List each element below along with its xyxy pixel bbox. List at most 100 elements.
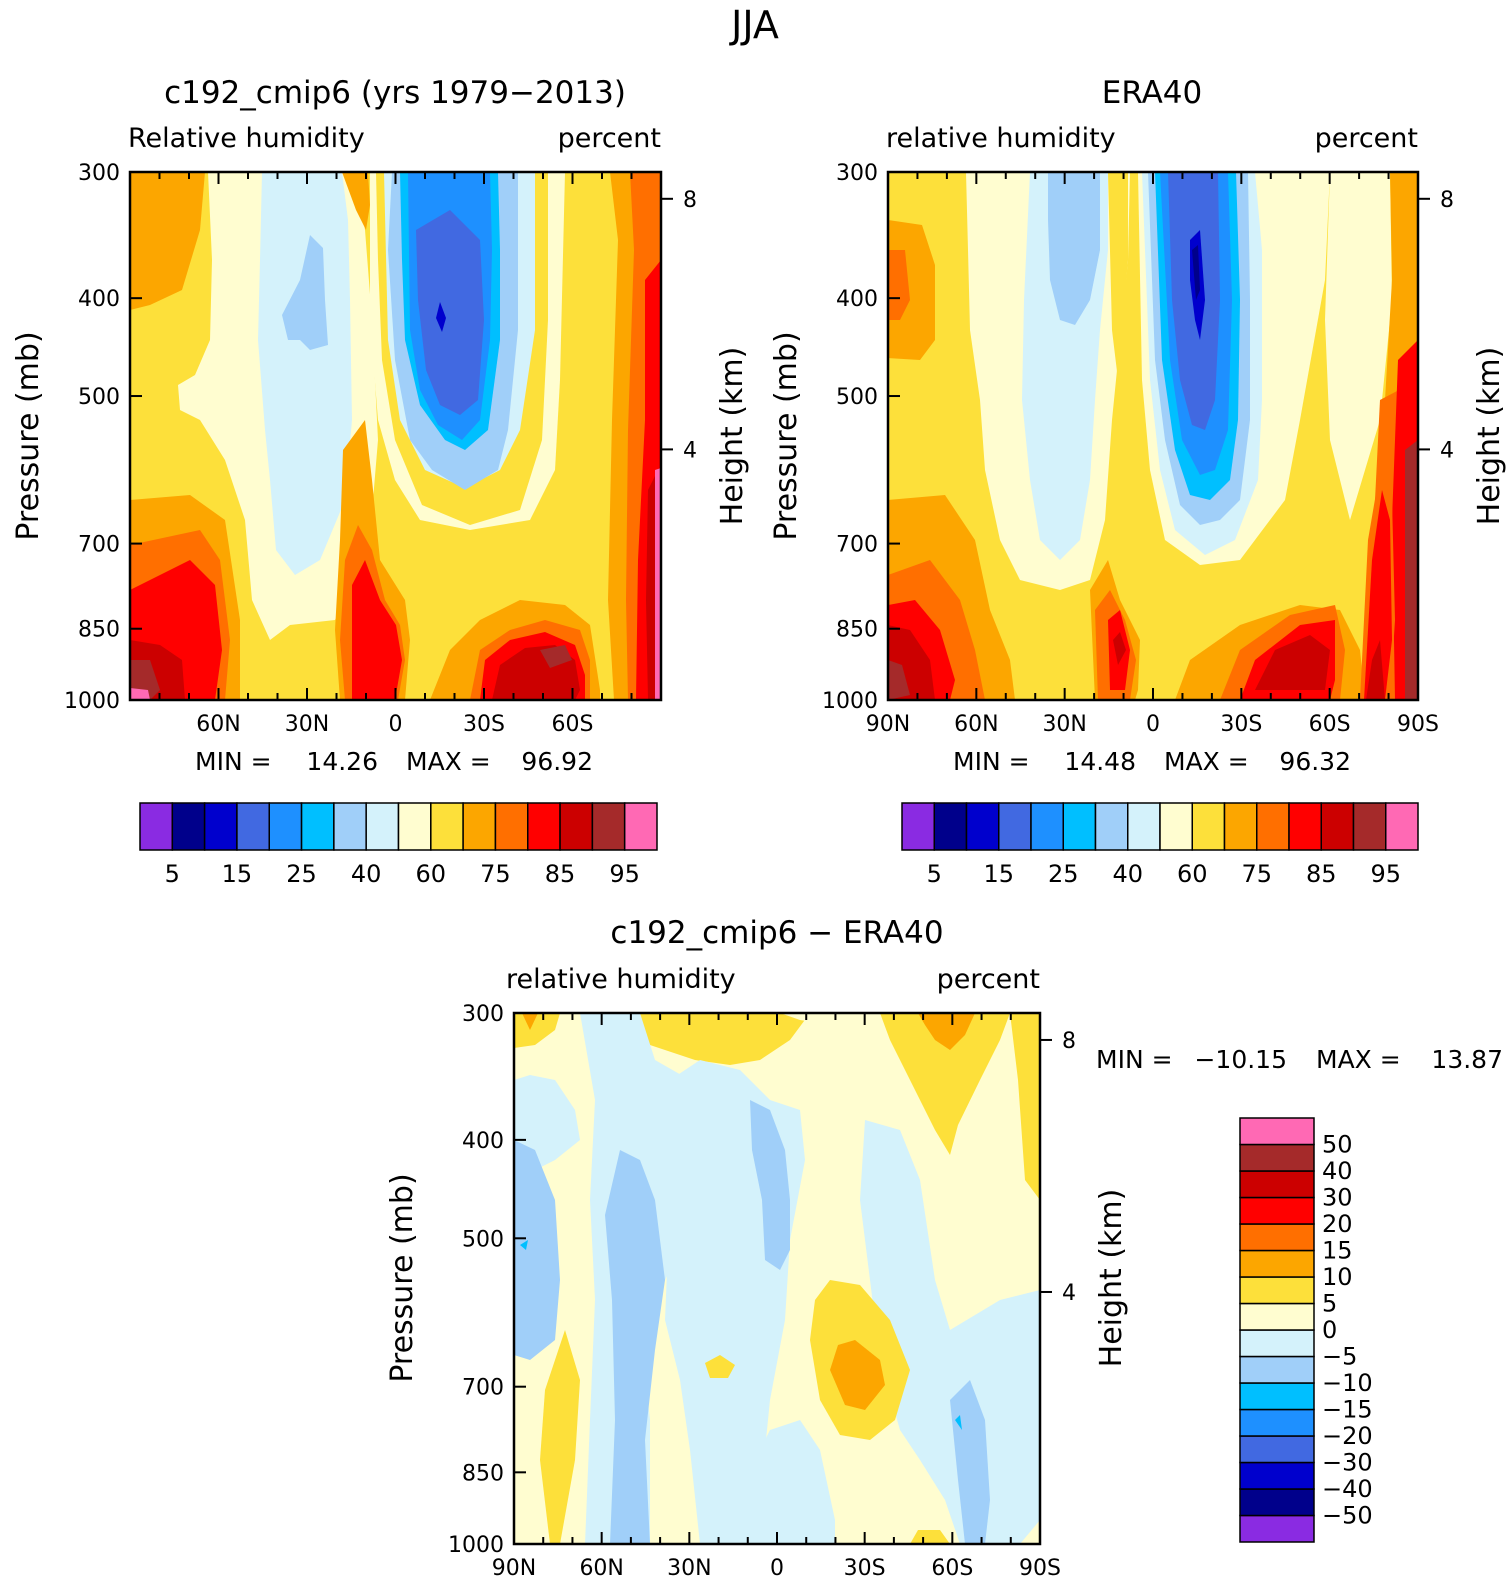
colorbar-label: −15 [1322,1396,1373,1424]
y-tick-label: 1000 [64,689,120,714]
panel-diff-max-label: MAX = [1316,1045,1401,1074]
colorbar-box [1030,802,1064,851]
panel-diff-ylabel: Pressure (mb) [385,1173,420,1382]
colorbar-box [965,802,1000,851]
colorbar-box [591,802,626,851]
y-tick-label: 400 [78,287,120,312]
colorbar-box [333,802,367,851]
y-tick-label: 500 [836,385,878,410]
colorbar-label: 5 [165,860,180,888]
panel-model-left-label: Relative humidity [128,123,365,154]
panel-model-y2label: Height (km) [715,347,750,526]
colorbar-box [1239,1514,1315,1543]
y-tick-label: 700 [462,1376,504,1401]
panel-model: c192_cmip6 (yrs 1979−2013) Relative humi… [11,75,750,888]
colorbar-label: 95 [609,860,640,888]
panel-model-colorbar: 5 15 25 40 60 75 85 95 [139,802,658,888]
y-tick-label: 700 [78,533,120,558]
colorbar-box [623,802,658,851]
panel-obs-min-value: 14.48 [1064,747,1136,776]
colorbar-label: −20 [1322,1422,1373,1450]
panel-obs-right-label: percent [1315,123,1418,154]
figure-title: JJA [729,3,779,47]
colorbar-box [1239,1408,1315,1437]
colorbar-box [1239,1488,1315,1517]
colorbar-box [1239,1461,1315,1490]
colorbar-box [1239,1355,1315,1384]
colorbar-label: 25 [286,860,317,888]
colorbar-label: 5 [1322,1290,1337,1318]
colorbar-box [1239,1276,1315,1305]
colorbar-label: 95 [1370,860,1401,888]
colorbar-box [462,802,497,851]
y-tick-label: 400 [836,287,878,312]
colorbar-label: 10 [1322,1263,1353,1291]
y-tick-label: 850 [836,618,878,643]
colorbar-box [365,802,400,851]
colorbar-label: 5 [927,860,942,888]
colorbar-box [1191,802,1226,851]
colorbar-box [236,802,270,851]
panel-obs-stats: MIN = 14.48 MAX = 96.32 [953,747,1351,776]
panel-obs: ERA40 relative humidity percent [769,75,1507,888]
colorbar-label: 85 [1306,860,1337,888]
colorbar-label: 20 [1322,1210,1353,1238]
panel-model-max-value: 96.92 [521,747,593,776]
colorbar-box [901,802,935,851]
panel-diff-right-label: percent [937,964,1040,995]
colorbar-box [1239,1329,1315,1358]
y-tick-label: 400 [462,1129,504,1154]
x-tick-label: 30N [1042,712,1086,737]
colorbar-label: 40 [1322,1157,1353,1185]
y-tick-label: 1000 [822,689,878,714]
x-tick-label: 60S [1309,712,1351,737]
panel-model-title: c192_cmip6 (yrs 1979−2013) [164,75,626,111]
x-tick-label: 60N [196,712,240,737]
x-tick-label: 0 [389,712,403,737]
panel-diff-y2label: Height (km) [1094,1189,1129,1368]
panel-obs-axes: 300 400 500 700 850 1000 8 4 90N 60N 30N 0 30S 60S 90S [822,161,1454,737]
panel-obs-title: ERA40 [1102,75,1203,111]
y2-tick-label: 8 [1440,188,1454,213]
panel-diff-stats: MIN = −10.15 MAX = 13.87 [1096,1045,1503,1074]
colorbar-box [1223,802,1258,851]
y2-tick-label: 4 [1440,438,1454,463]
panel-obs-left-label: relative humidity [886,123,1116,154]
panel-obs-ylabel: Pressure (mb) [769,331,804,540]
colorbar-box [1239,1196,1315,1225]
colorbar-label: −5 [1322,1343,1357,1371]
panel-diff-min-label: MIN = [1096,1045,1173,1074]
y-tick-label: 300 [836,161,878,186]
panel-obs-colorbar: 5 15 25 40 60 75 85 95 [901,802,1419,888]
x-tick-label: 0 [1146,712,1160,737]
panel-model-ylabel: Pressure (mb) [11,331,46,540]
colorbar-box [1288,802,1322,851]
colorbar-box [171,802,206,851]
x-tick-label: 90N [866,712,910,737]
panel-diff-left-label: relative humidity [506,964,736,995]
colorbar-box [1062,802,1097,851]
panel-model-min-label: MIN = [195,747,272,776]
y2-tick-label: 8 [1062,1029,1076,1054]
colorbar-label: −50 [1322,1502,1373,1530]
colorbar-box [1239,1435,1315,1464]
colorbar-label: −30 [1322,1449,1373,1477]
colorbar-box [1094,802,1129,851]
colorbar-box [1239,1223,1315,1252]
colorbar-label: 15 [983,860,1014,888]
colorbar-box [1352,802,1387,851]
y2-tick-label: 8 [683,188,697,213]
y-tick-label: 500 [462,1227,504,1252]
x-tick-label: 90S [1019,1556,1061,1581]
x-tick-label: 30S [1220,712,1262,737]
y2-tick-label: 4 [683,438,697,463]
colorbar-label: 0 [1322,1316,1337,1344]
colorbar-label: 85 [545,860,576,888]
colorbar-box [494,802,529,851]
x-tick-label: 30N [667,1556,711,1581]
panel-diff: c192_cmip6 − ERA40 relative humidity per… [385,915,1503,1581]
panel-model-right-label: percent [558,123,661,154]
y-tick-label: 300 [78,161,120,186]
panel-diff-axes: 300 400 500 700 850 1000 8 4 90N 60N 30N 0 30S 60S 90S [448,1002,1076,1581]
x-tick-label: 60N [579,1556,623,1581]
